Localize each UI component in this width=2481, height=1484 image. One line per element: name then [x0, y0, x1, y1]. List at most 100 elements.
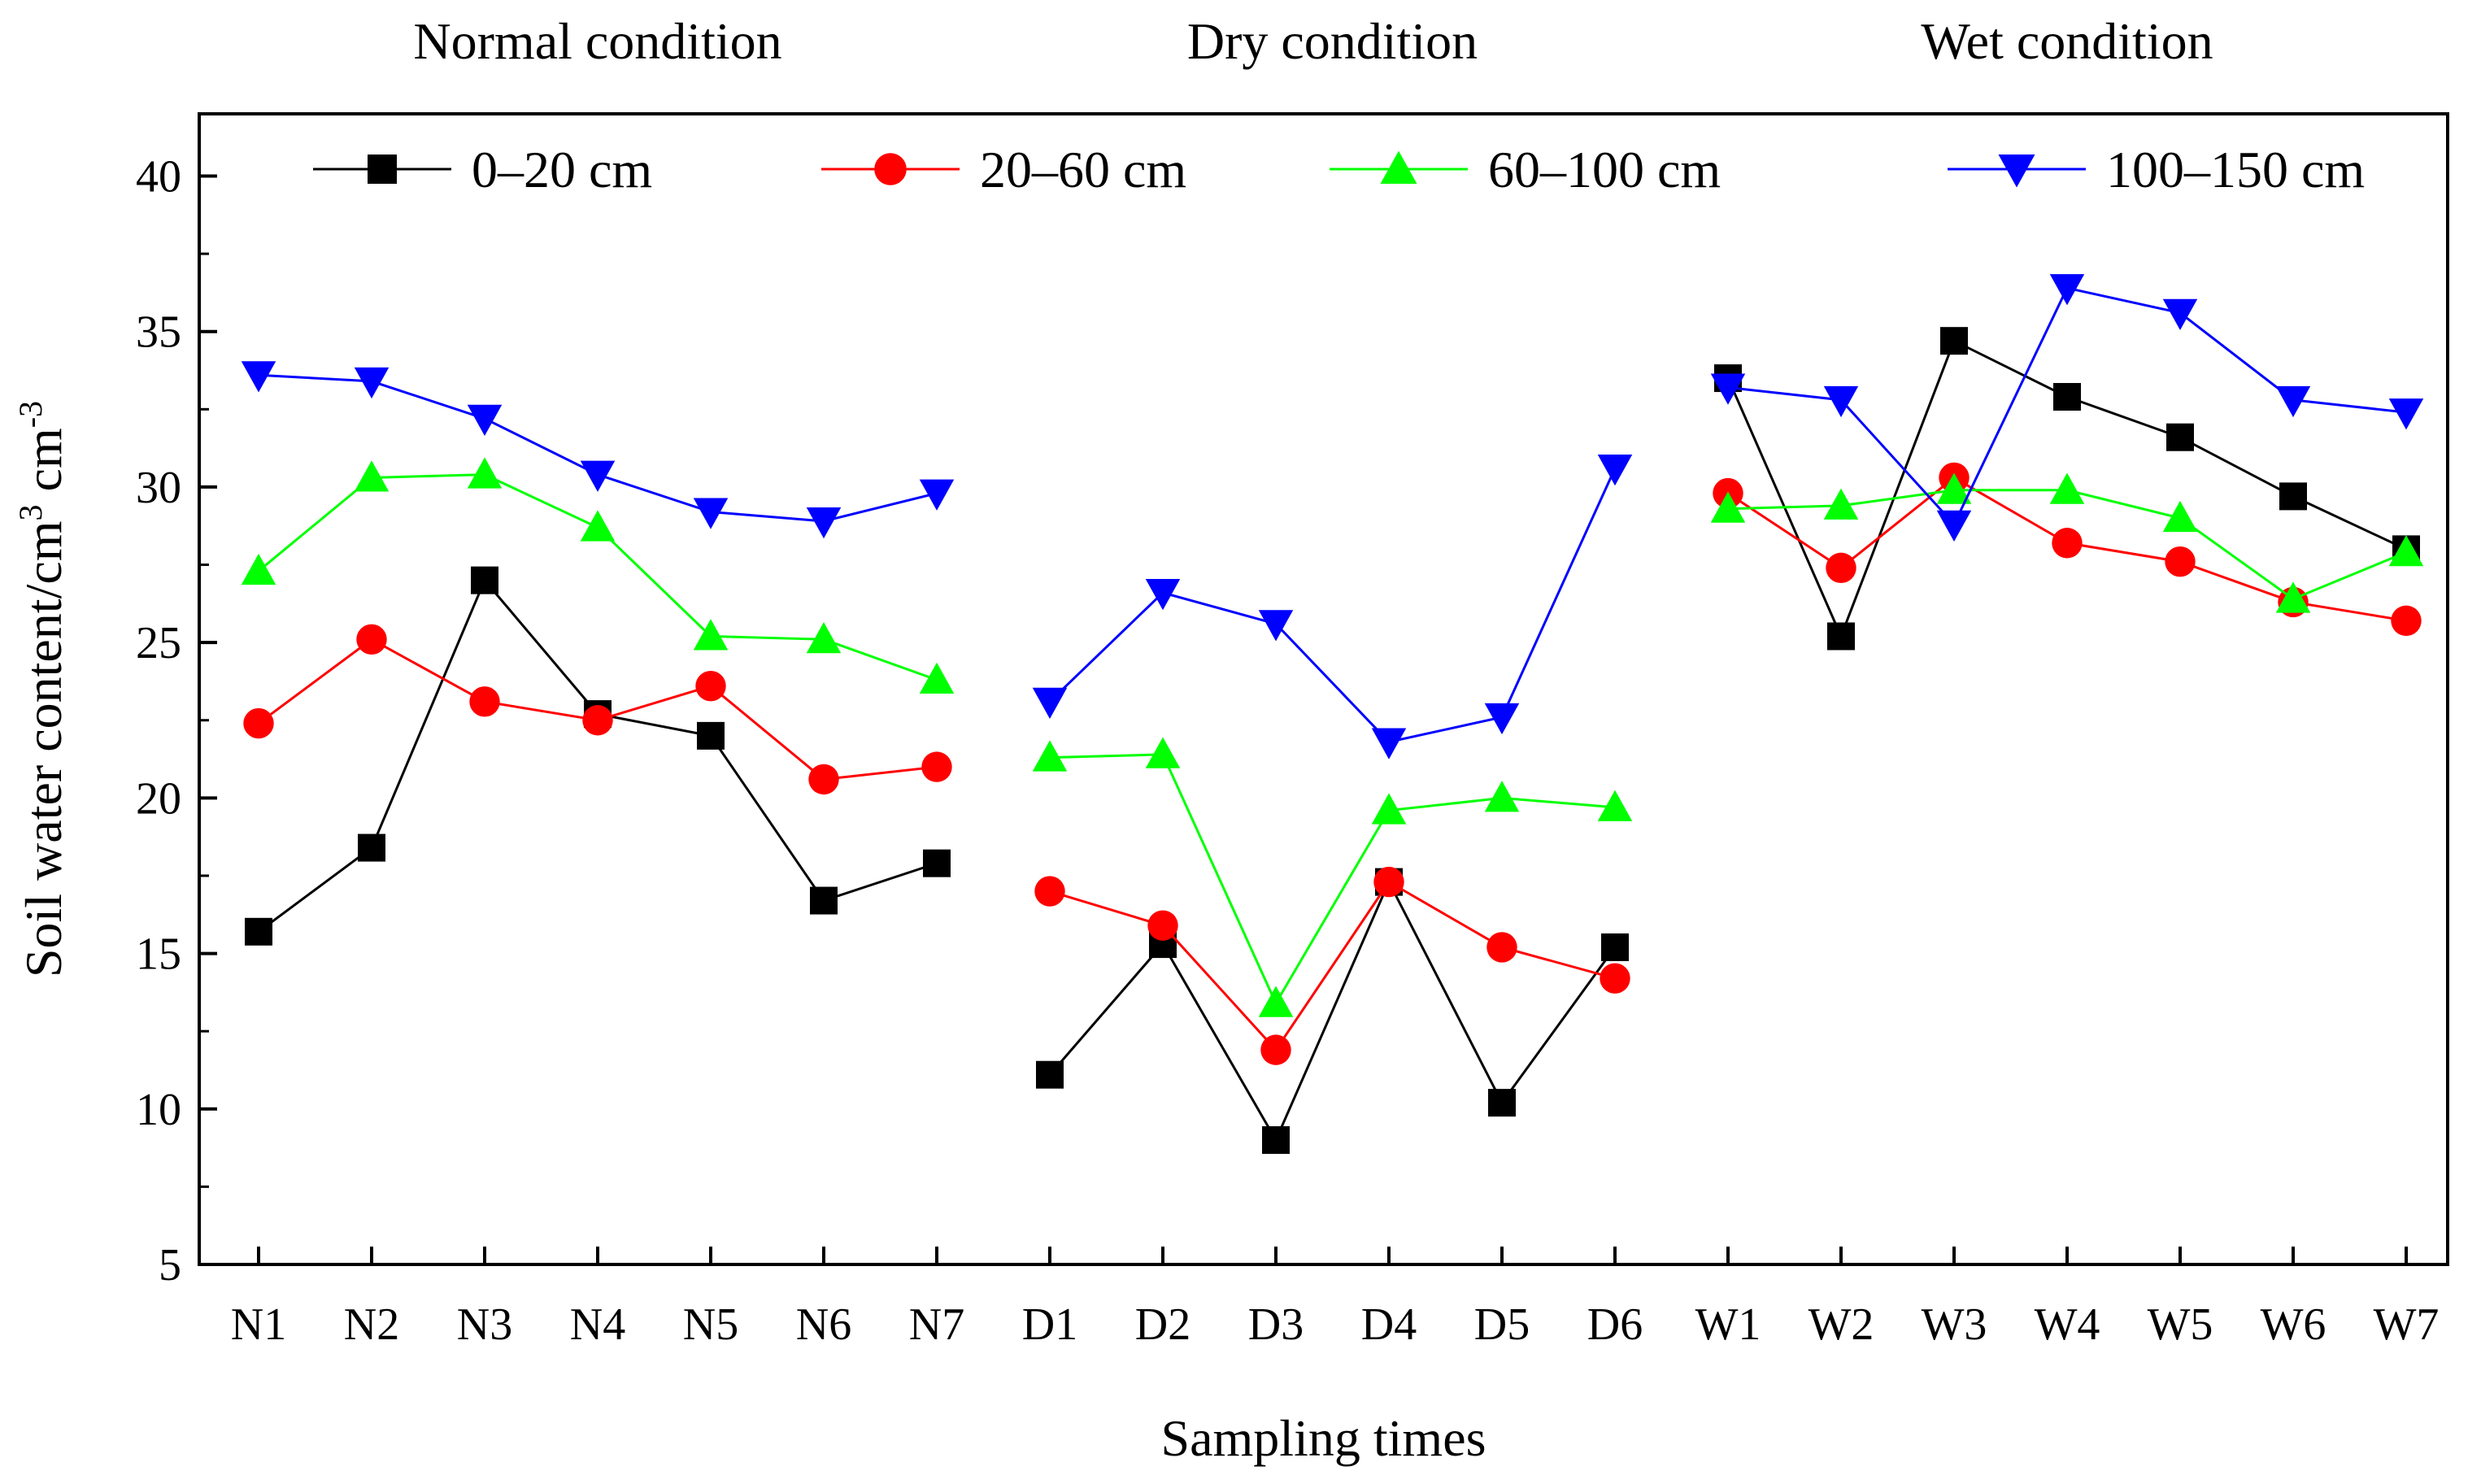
data-point-square: [1940, 327, 1968, 355]
x-tick-label: N2: [344, 1299, 399, 1350]
data-point-triangle-down: [1823, 385, 1859, 418]
data-point-triangle-down: [2162, 298, 2198, 331]
data-point-triangle-up: [1380, 150, 1417, 184]
data-point-triangle-down: [1484, 703, 1520, 735]
x-tick-label: W4: [2035, 1299, 2100, 1350]
data-point-triangle-up: [467, 457, 503, 489]
data-point-circle: [874, 153, 907, 185]
data-point-circle: [921, 751, 952, 782]
x-tick-label: D3: [1248, 1299, 1304, 1350]
y-tick-label: 10: [136, 1085, 181, 1135]
x-tick-label: N1: [231, 1299, 286, 1350]
data-point-square: [2166, 423, 2194, 451]
x-tick-label: W5: [2148, 1299, 2213, 1350]
condition-label: Dry condition: [1187, 12, 1478, 70]
data-point-triangle-up: [1145, 737, 1181, 768]
data-point-triangle-down: [1032, 687, 1068, 720]
series-1: [243, 462, 2422, 1065]
condition-labels: Normal condition Dry condition Wet conditi…: [413, 12, 2213, 70]
data-point-circle: [582, 705, 613, 736]
series-2: [241, 457, 2424, 1017]
x-tick-label: W1: [1695, 1299, 1761, 1350]
data-point-triangle-down: [1371, 728, 1407, 759]
data-point-circle: [1034, 876, 1065, 907]
data-point-circle: [1373, 866, 1404, 898]
data-point-triangle-down: [1710, 373, 1746, 405]
x-tick-label: N3: [457, 1299, 512, 1350]
x-tick-label: W2: [1809, 1299, 1874, 1350]
data-point-circle: [1826, 552, 1856, 584]
legend-item: 20–60 cm: [821, 141, 1186, 198]
y-tick-label: 25: [136, 618, 181, 668]
data-point-square: [1827, 622, 1855, 651]
data-point-triangle-up: [1371, 793, 1407, 825]
condition-label: Wet condition: [1921, 12, 2213, 70]
legend-label: 100–150 cm: [2106, 141, 2365, 198]
data-point-circle: [808, 764, 839, 795]
data-point-triangle-down: [2275, 385, 2311, 418]
x-tick-label: W6: [2261, 1299, 2326, 1350]
data-point-triangle-up: [919, 662, 955, 694]
data-point-circle: [1147, 910, 1178, 941]
data-point-triangle-down: [1145, 578, 1181, 611]
data-point-triangle-down: [467, 404, 503, 437]
series-line: [1049, 880, 1616, 1052]
data-point-triangle-up: [2388, 534, 2424, 567]
data-point-circle: [1600, 963, 1630, 994]
series-0: [245, 327, 2420, 1155]
data-point-triangle-up: [1484, 781, 1520, 812]
data-point-circle: [243, 707, 274, 739]
x-tick-label: N4: [570, 1299, 625, 1350]
data-point-circle: [695, 670, 726, 702]
data-point-square: [697, 721, 725, 750]
data-point-circle: [2391, 605, 2422, 637]
data-point-triangle-up: [1258, 986, 1294, 1017]
data-point-square: [245, 917, 272, 946]
x-tick-label: D4: [1361, 1299, 1417, 1350]
data-point-square: [810, 886, 838, 915]
data-point-triangle-down: [919, 479, 955, 511]
data-point-triangle-down: [693, 498, 729, 529]
y-axis-title-sup1: 3: [12, 504, 49, 520]
x-tick-label: N6: [796, 1299, 851, 1350]
x-tick-label: D5: [1474, 1299, 1530, 1350]
data-point-triangle-up: [2275, 581, 2311, 613]
y-tick-label: 5: [159, 1240, 181, 1290]
y-axis-title-mid: cm: [15, 428, 72, 504]
y-axis-title-sup2: -3: [12, 401, 49, 428]
data-point-triangle-up: [1597, 790, 1633, 821]
series-layer: [241, 274, 2424, 1155]
data-point-triangle-down: [2388, 398, 2424, 430]
data-point-circle: [469, 686, 500, 717]
legend-label: 0–20 cm: [472, 141, 652, 198]
x-tick-label: W3: [1922, 1299, 1987, 1350]
data-point-triangle-down: [580, 460, 616, 492]
data-point-triangle-down: [2049, 274, 2085, 306]
legend-label: 20–60 cm: [980, 141, 1186, 198]
data-point-square: [1601, 933, 1629, 961]
y-axis-title: Soil water content/cm3 cm-3: [12, 401, 72, 977]
x-tick-label: W7: [2374, 1299, 2440, 1350]
y-axis-ticks: 5 10 15 20 25 30 35 40: [136, 151, 217, 1290]
legend-item: 100–150 cm: [1948, 141, 2365, 198]
data-point-triangle-down: [1258, 610, 1294, 642]
data-point-circle: [1486, 932, 1517, 963]
condition-label: Normal condition: [413, 12, 781, 70]
data-point-triangle-down: [1597, 454, 1633, 486]
data-point-triangle-up: [580, 510, 616, 542]
y-tick-label: 20: [136, 773, 181, 824]
series-line: [1048, 879, 1617, 1143]
data-point-circle: [356, 624, 387, 655]
x-tick-label: D2: [1135, 1299, 1190, 1350]
data-point-triangle-up: [1823, 488, 1859, 520]
data-point-square: [2053, 383, 2081, 411]
data-point-circle: [2165, 546, 2196, 577]
series-3: [241, 274, 2424, 759]
series-line: [258, 373, 938, 523]
data-point-square: [471, 566, 498, 594]
y-tick-label: 35: [136, 307, 181, 358]
data-point-triangle-up: [354, 460, 390, 492]
x-tick-label: N5: [683, 1299, 738, 1350]
y-tick-label: 40: [136, 151, 181, 202]
